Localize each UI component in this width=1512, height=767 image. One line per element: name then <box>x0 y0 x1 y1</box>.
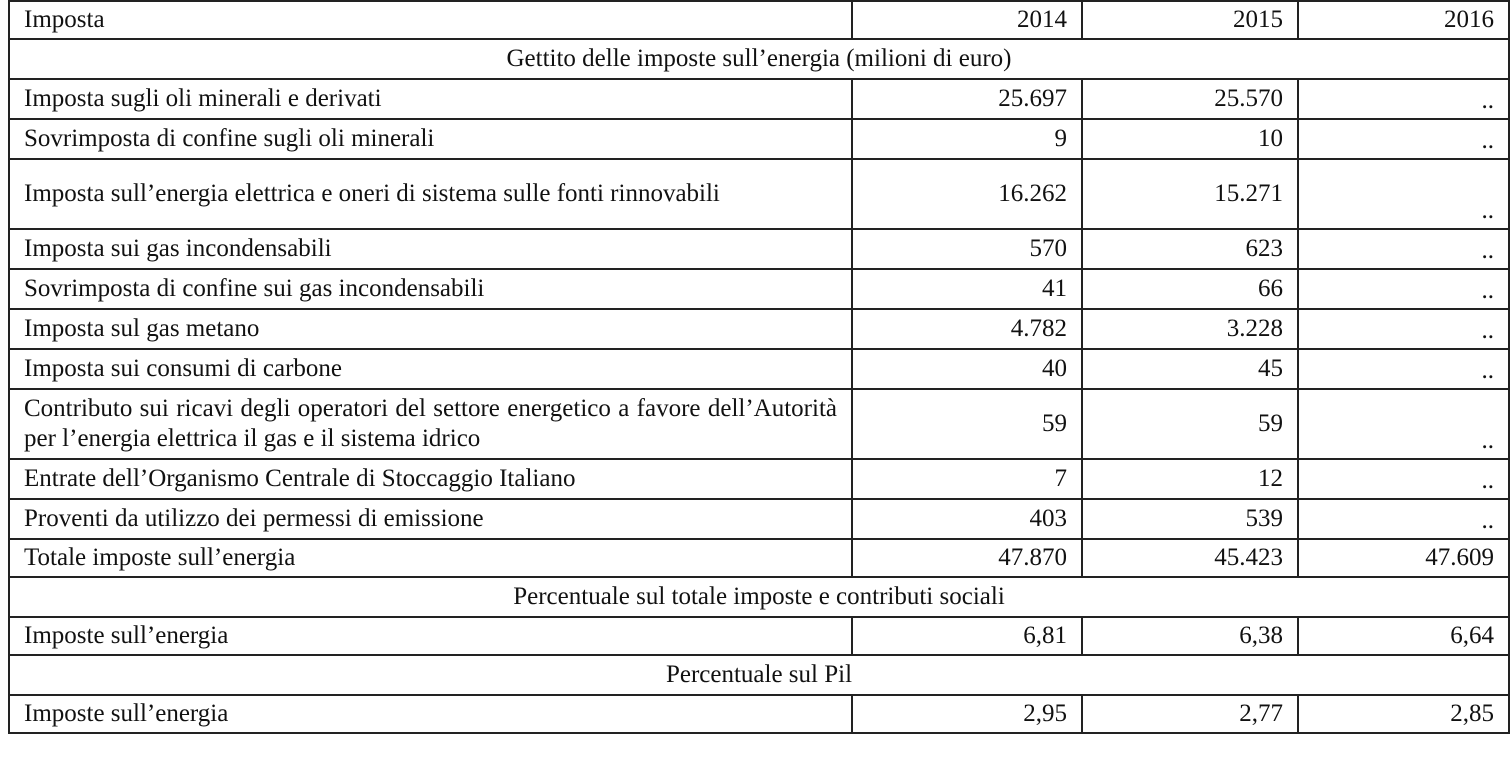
table-row: Sovrimposta di confine sugli oli mineral… <box>8 118 1510 160</box>
value-2015: 6,38 <box>1081 616 1299 656</box>
value-2016: .. <box>1297 458 1510 500</box>
table-row: Contributo sui ricavi degli operatori de… <box>8 388 1510 460</box>
row-label: Imposte sull’energia <box>8 694 853 734</box>
total-2016: 47.609 <box>1297 538 1510 578</box>
value-2015: 539 <box>1081 498 1299 540</box>
value-2014: 25.697 <box>851 78 1083 120</box>
table-row: Proventi da utilizzo dei permessi di emi… <box>8 498 1510 540</box>
value-2014: 7 <box>851 458 1083 500</box>
row-label: Imposta sui consumi di carbone <box>8 348 853 390</box>
total-2014: 47.870 <box>851 538 1083 578</box>
table-row: Imposte sull’energia 2,95 2,77 2,85 <box>8 694 1510 734</box>
value-2015: 45 <box>1081 348 1299 390</box>
row-label: Imposta sui gas incondensabili <box>8 228 853 270</box>
row-label: Entrate dell’Organismo Centrale di Stocc… <box>8 458 853 500</box>
value-2015: 2,77 <box>1081 694 1299 734</box>
value-2015: 623 <box>1081 228 1299 270</box>
value-2016: .. <box>1297 348 1510 390</box>
table-row: Imposta sugli oli minerali e derivati 25… <box>8 78 1510 120</box>
table-row: Imposta sul gas metano 4.782 3.228 .. <box>8 308 1510 350</box>
value-2015: 10 <box>1081 118 1299 160</box>
value-2014: 16.262 <box>851 158 1083 230</box>
value-2016: .. <box>1297 308 1510 350</box>
header-year-2015: 2015 <box>1081 0 1299 40</box>
section-title-gettito: Gettito delle imposte sull’energia (mili… <box>8 38 1510 80</box>
row-label: Sovrimposta di confine sui gas incondens… <box>8 268 853 310</box>
value-2014: 9 <box>851 118 1083 160</box>
row-label: Sovrimposta di confine sugli oli mineral… <box>8 118 853 160</box>
value-2016: 6,64 <box>1297 616 1510 656</box>
header-year-2014: 2014 <box>851 0 1083 40</box>
table-row: Imposta sui gas incondensabili 570 623 .… <box>8 228 1510 270</box>
value-2016: .. <box>1297 268 1510 310</box>
section-title-percentuale-imposte: Percentuale sul totale imposte e contrib… <box>8 576 1510 618</box>
table-row: Sovrimposta di confine sui gas incondens… <box>8 268 1510 310</box>
value-2015: 59 <box>1081 388 1299 460</box>
value-2016: .. <box>1297 118 1510 160</box>
value-2016: 2,85 <box>1297 694 1510 734</box>
value-2015: 66 <box>1081 268 1299 310</box>
header-year-2016: 2016 <box>1297 0 1510 40</box>
value-2014: 41 <box>851 268 1083 310</box>
value-2015: 15.271 <box>1081 158 1299 230</box>
value-2016: .. <box>1297 158 1510 230</box>
value-2016: .. <box>1297 498 1510 540</box>
section-row: Percentuale sul totale imposte e contrib… <box>8 576 1510 618</box>
value-2014: 4.782 <box>851 308 1083 350</box>
row-label: Contributo sui ricavi degli operatori de… <box>8 388 853 460</box>
header-imposta: Imposta <box>8 0 853 40</box>
value-2014: 403 <box>851 498 1083 540</box>
value-2015: 12 <box>1081 458 1299 500</box>
section-row: Gettito delle imposte sull’energia (mili… <box>8 38 1510 80</box>
value-2015: 3.228 <box>1081 308 1299 350</box>
value-2015: 25.570 <box>1081 78 1299 120</box>
value-2014: 2,95 <box>851 694 1083 734</box>
row-label: Imposta sugli oli minerali e derivati <box>8 78 853 120</box>
total-label: Totale imposte sull’energia <box>8 538 853 578</box>
row-label: Proventi da utilizzo dei permessi di emi… <box>8 498 853 540</box>
value-2014: 6,81 <box>851 616 1083 656</box>
value-2016: .. <box>1297 228 1510 270</box>
header-row: Imposta 2014 2015 2016 <box>8 0 1510 40</box>
table-row: Imposte sull’energia 6,81 6,38 6,64 <box>8 616 1510 656</box>
table-row: Imposta sull’energia elettrica e oneri d… <box>8 158 1510 230</box>
section-row: Percentuale sul Pil <box>8 654 1510 696</box>
row-label: Imposta sull’energia elettrica e oneri d… <box>8 158 853 230</box>
value-2016: .. <box>1297 388 1510 460</box>
value-2014: 59 <box>851 388 1083 460</box>
table-row: Imposta sui consumi di carbone 40 45 .. <box>8 348 1510 390</box>
total-row: Totale imposte sull’energia 47.870 45.42… <box>8 538 1510 578</box>
table-row: Entrate dell’Organismo Centrale di Stocc… <box>8 458 1510 500</box>
value-2014: 570 <box>851 228 1083 270</box>
total-2015: 45.423 <box>1081 538 1299 578</box>
section-title-percentuale-pil: Percentuale sul Pil <box>8 654 1510 696</box>
row-label: Imposta sul gas metano <box>8 308 853 350</box>
row-label: Imposte sull’energia <box>8 616 853 656</box>
value-2016: .. <box>1297 78 1510 120</box>
energy-tax-table: Imposta 2014 2015 2016 Gettito delle imp… <box>8 0 1510 734</box>
value-2014: 40 <box>851 348 1083 390</box>
